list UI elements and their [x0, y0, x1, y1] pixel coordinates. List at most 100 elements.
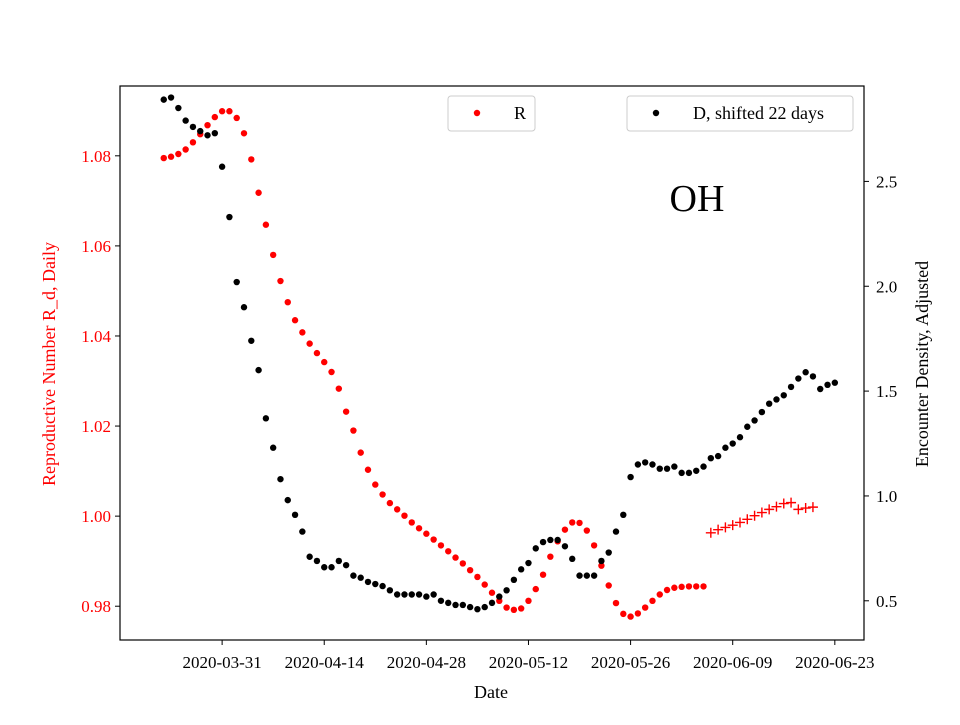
data-point	[569, 555, 576, 563]
data-point	[430, 536, 437, 543]
data-point	[204, 132, 211, 139]
data-point	[503, 587, 510, 594]
data-point-plus	[749, 510, 760, 521]
data-point	[641, 604, 649, 611]
data-point	[342, 408, 350, 415]
legend-d-box	[626, 95, 854, 132]
data-point	[284, 496, 291, 504]
axes-frame	[119, 85, 865, 641]
data-point	[248, 337, 255, 344]
data-point-plus	[793, 504, 804, 515]
data-point	[481, 603, 488, 611]
x-tick-label: 2020-06-23	[795, 653, 874, 672]
series-r-circle	[160, 108, 707, 620]
data-point	[787, 383, 795, 391]
data-point	[620, 610, 627, 618]
data-point-plus	[713, 524, 724, 535]
data-point	[824, 381, 831, 389]
data-point	[474, 605, 481, 613]
data-point	[269, 251, 277, 259]
data-point	[561, 526, 569, 533]
data-point	[736, 434, 744, 441]
plot-frame	[119, 85, 865, 641]
data-point	[335, 385, 343, 392]
data-point	[262, 415, 270, 422]
state-annotation: OH	[670, 178, 725, 220]
data-point	[678, 469, 685, 477]
data-point	[525, 597, 532, 605]
series-r-plus	[705, 497, 818, 538]
data-point	[350, 572, 357, 579]
legend-r-label: R	[514, 103, 526, 123]
data-point	[459, 560, 467, 567]
y-left-tick-label: 1.08	[81, 147, 111, 166]
data-point	[167, 94, 175, 101]
legend-r: R	[447, 95, 536, 132]
data-point	[714, 452, 722, 460]
data-point	[576, 572, 583, 579]
y-right-tick-label: 1.0	[876, 487, 897, 506]
data-point	[510, 606, 518, 614]
data-point	[401, 591, 408, 598]
data-point	[627, 473, 634, 481]
data-point	[357, 574, 364, 581]
data-point	[284, 298, 291, 306]
data-point	[313, 557, 321, 565]
data-point	[255, 366, 262, 374]
series-d-circle	[160, 94, 839, 613]
data-point	[693, 467, 700, 474]
data-point	[386, 587, 394, 594]
data-point	[175, 104, 182, 112]
data-point	[218, 163, 226, 170]
data-point	[649, 461, 656, 468]
data-point	[197, 127, 204, 135]
data-point	[313, 349, 321, 357]
data-point	[649, 597, 656, 605]
data-point	[321, 358, 328, 366]
data-point	[481, 581, 488, 588]
data-point-plus	[800, 503, 811, 514]
data-point	[569, 519, 576, 526]
data-point	[175, 150, 182, 158]
data-point-plus	[778, 498, 789, 509]
data-point	[685, 469, 693, 477]
data-point	[167, 153, 175, 160]
y-right-tick-label: 2.0	[876, 277, 897, 296]
y-left-tick-label: 1.04	[81, 327, 111, 346]
data-point	[466, 566, 474, 574]
data-point	[561, 543, 569, 550]
data-point	[321, 564, 328, 571]
data-point	[262, 221, 270, 228]
legend-d-label: D, shifted 22 days	[693, 103, 824, 123]
data-point	[700, 583, 707, 590]
x-tick-label: 2020-06-09	[693, 653, 772, 672]
data-point	[452, 554, 459, 561]
data-point	[291, 317, 299, 324]
data-point	[663, 586, 671, 594]
data-point	[445, 548, 452, 555]
data-point	[291, 511, 299, 519]
data-point	[612, 528, 620, 535]
data-point	[751, 417, 758, 424]
data-point	[408, 591, 415, 598]
data-point	[576, 519, 583, 527]
data-point	[386, 499, 394, 507]
data-point	[663, 465, 671, 472]
data-point	[722, 444, 729, 451]
data-point	[583, 527, 591, 534]
data-point	[488, 589, 496, 596]
y-right-axis-ticks: 0.5 1.0 1.5 2.0 2.5	[864, 172, 897, 611]
data-point	[795, 375, 802, 382]
data-point	[554, 536, 561, 544]
data-point-plus	[735, 517, 745, 528]
data-point	[605, 549, 612, 556]
data-point	[656, 591, 663, 598]
data-point	[226, 108, 233, 115]
legend-d: D, shifted 22 days	[626, 95, 854, 132]
data-point-plus	[720, 522, 731, 533]
legend-d-marker	[652, 109, 660, 117]
data-point	[532, 585, 539, 593]
data-point	[612, 599, 620, 607]
